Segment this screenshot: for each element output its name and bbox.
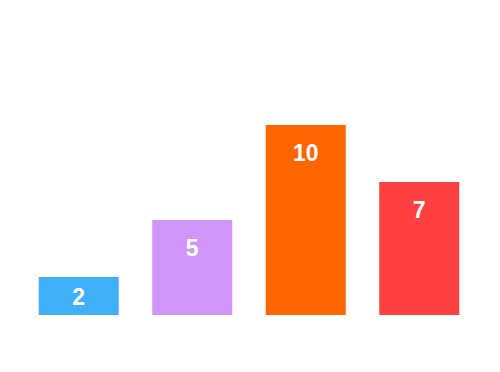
bar	[152, 220, 232, 315]
data-label: 7	[413, 197, 426, 223]
bars	[39, 125, 460, 315]
bar	[266, 125, 346, 315]
bar	[39, 277, 119, 315]
data-labels: 2 5 10 7	[72, 140, 425, 310]
data-label: 5	[186, 235, 199, 261]
chart: 2 5 10 7	[0, 0, 500, 372]
data-label: 10	[293, 140, 319, 166]
data-label: 2	[72, 284, 85, 310]
bar	[379, 182, 459, 315]
